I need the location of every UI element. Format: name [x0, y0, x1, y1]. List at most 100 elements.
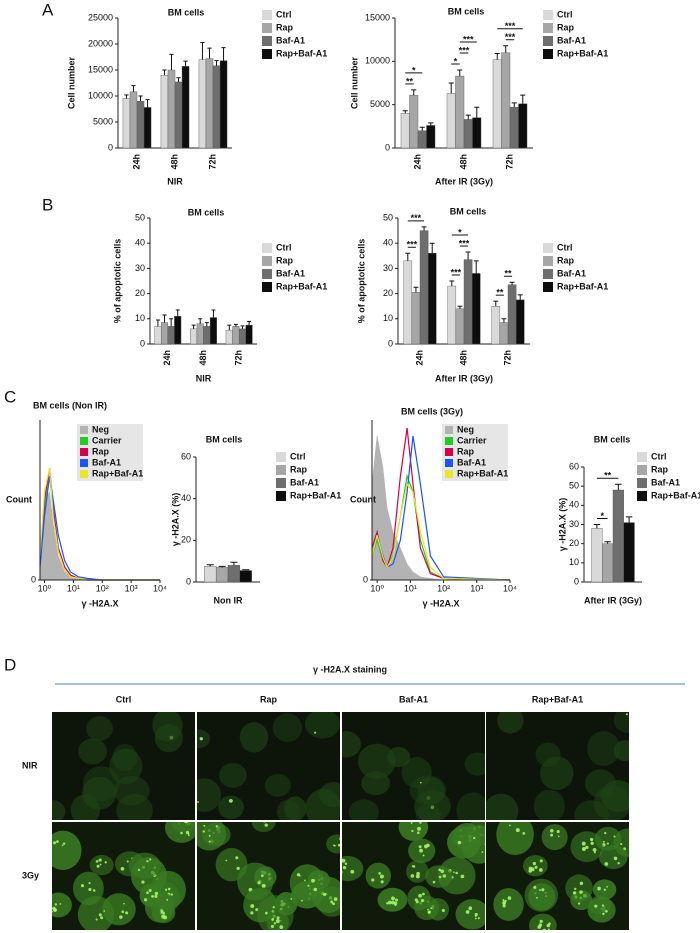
micrograph: [52, 822, 195, 930]
focus: [88, 887, 92, 892]
focus: [199, 737, 203, 741]
significance-label: *: [454, 56, 458, 66]
focus: [474, 917, 477, 920]
cell: [456, 792, 485, 820]
x-axis-label: After IR (3Gy): [435, 373, 493, 383]
bar: [203, 326, 211, 345]
cell: [407, 885, 431, 911]
legend-label: Rap+Baf-A1: [557, 281, 608, 291]
cell: [496, 822, 534, 856]
legend-swatch: [276, 478, 286, 488]
focus: [541, 888, 545, 892]
focus: [468, 906, 473, 911]
significance-label: ***: [463, 34, 474, 44]
cell: [70, 794, 101, 820]
error-bar: [230, 561, 238, 566]
y-tick-label: 0: [108, 142, 113, 152]
y-tick-label: 30: [135, 263, 145, 273]
error-bar: [520, 94, 526, 104]
focus: [394, 898, 399, 902]
focus: [574, 887, 577, 891]
bar: [602, 543, 614, 583]
error-bar: [242, 569, 250, 571]
focus: [313, 887, 318, 892]
focus: [332, 902, 335, 906]
cell: [461, 825, 485, 864]
error-bar: [501, 318, 507, 323]
legend-label: Rap+Baf-A1: [557, 48, 608, 58]
focus: [538, 923, 543, 927]
legend-swatch: [80, 426, 88, 434]
focus: [208, 840, 211, 843]
y-tick-label: 60: [569, 461, 579, 471]
focus: [276, 916, 280, 920]
legend-swatch: [262, 282, 272, 292]
significance-label: ***: [407, 240, 418, 250]
x-tick-label: 10²: [437, 583, 450, 593]
error-bar: [169, 53, 174, 70]
bar: [190, 328, 198, 345]
legend-label: Rap: [651, 464, 669, 474]
x-tick-label: 10⁰: [38, 583, 52, 593]
focus: [597, 886, 601, 891]
y-tick-label: 50: [569, 481, 579, 491]
focus: [418, 845, 422, 849]
focus: [417, 826, 421, 831]
x-tick-label: 10⁴: [503, 583, 517, 593]
legend-swatch: [445, 437, 453, 445]
focus: [481, 851, 484, 853]
error-bar: [138, 95, 143, 102]
y-tick-label: 10000: [88, 90, 113, 100]
cell: [219, 762, 247, 788]
bar: [122, 98, 131, 149]
bar: [427, 253, 437, 345]
focus: [350, 869, 355, 874]
y-axis-label: Cell number: [349, 57, 359, 110]
focus: [271, 918, 275, 921]
focus: [170, 893, 173, 896]
cell: [401, 757, 432, 789]
focus: [123, 902, 125, 905]
x-tick-label: 10²: [96, 583, 109, 593]
bar: [227, 565, 241, 583]
cell: [128, 852, 161, 879]
legend-swatch: [80, 459, 88, 467]
focus: [53, 841, 57, 845]
bar: [446, 93, 456, 149]
focus: [387, 900, 392, 905]
legend-swatch: [80, 437, 88, 445]
legend-label: Neg: [457, 424, 474, 434]
x-axis-label: γ -H2A.X: [81, 598, 118, 608]
staining-title: γ -H2A.X staining: [313, 664, 387, 674]
y-axis-label: % of apoptotic cells: [356, 239, 366, 324]
focus: [261, 883, 266, 888]
legend-label: Carrier: [92, 435, 122, 445]
focus: [539, 859, 543, 863]
x-tick-label: 72h: [234, 350, 244, 366]
focus: [99, 863, 102, 866]
legend-swatch: [262, 36, 272, 46]
cell: [239, 722, 269, 753]
cell: [415, 803, 442, 820]
focus: [61, 844, 64, 847]
legend-swatch: [276, 491, 286, 501]
y-axis-label: Cell number: [66, 57, 76, 110]
x-tick-label: 72h: [502, 350, 512, 366]
legend-swatch: [543, 10, 553, 20]
legend-label: Rap: [457, 446, 475, 456]
y-tick-label: 30: [569, 519, 579, 529]
cell: [197, 778, 222, 812]
cell: [464, 752, 485, 776]
error-bar: [191, 324, 196, 329]
micrograph: [342, 822, 485, 930]
cell: [357, 743, 396, 779]
focus: [613, 835, 616, 838]
focus: [416, 831, 420, 835]
focus: [187, 832, 190, 835]
focus: [603, 888, 606, 891]
error-bar: [457, 305, 463, 309]
bar: [515, 299, 525, 345]
legend-swatch: [543, 269, 553, 279]
focus: [164, 888, 168, 891]
